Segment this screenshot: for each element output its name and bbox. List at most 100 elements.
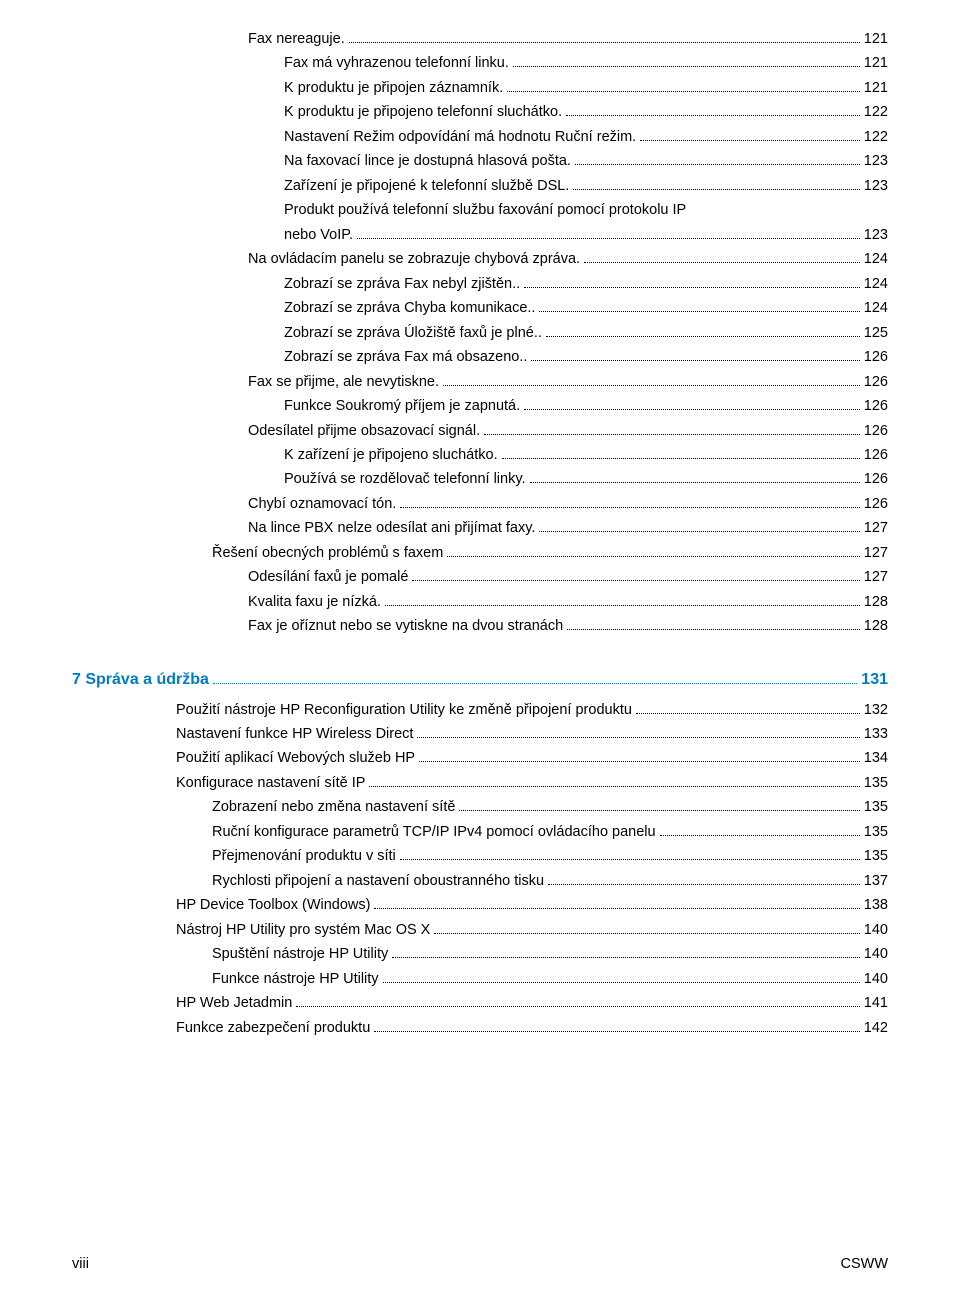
toc-entry[interactable]: Zobrazení nebo změna nastavení sítě135: [72, 796, 888, 818]
toc-entry[interactable]: Fax se přijme, ale nevytiskne.126: [72, 371, 888, 393]
toc-page-number: 133: [864, 723, 888, 745]
toc-page-number: 121: [864, 52, 888, 74]
toc-label: Na lince PBX nelze odesílat ani přijímat…: [248, 517, 535, 539]
toc-label: K zařízení je připojeno sluchátko.: [284, 444, 498, 466]
toc-leader: [636, 701, 860, 714]
toc-leader: [660, 823, 860, 836]
toc-entry[interactable]: Ruční konfigurace parametrů TCP/IP IPv4 …: [72, 821, 888, 843]
toc-entry[interactable]: Řešení obecných problémů s faxem127: [72, 542, 888, 564]
toc-label: Nástroj HP Utility pro systém Mac OS X: [176, 919, 430, 941]
toc-page-number: 131: [861, 668, 888, 693]
toc-entry[interactable]: Funkce Soukromý příjem je zapnutá.126: [72, 395, 888, 417]
toc-page-number: 126: [864, 444, 888, 466]
toc-page-number: 137: [864, 870, 888, 892]
toc-entry[interactable]: Použití nástroje HP Reconfiguration Util…: [72, 699, 888, 721]
toc-label: K produktu je připojen záznamník.: [284, 77, 503, 99]
toc-page-number: 140: [864, 919, 888, 941]
toc-leader: [573, 177, 859, 190]
toc-label: Na ovládacím panelu se zobrazuje chybová…: [248, 248, 580, 270]
toc-leader: [443, 373, 860, 386]
toc-entry[interactable]: HP Device Toolbox (Windows) 138: [72, 894, 888, 916]
toc-leader: [524, 275, 860, 288]
toc-list: Fax nereaguje.121Fax má vyhrazenou telef…: [72, 28, 888, 1039]
toc-entry[interactable]: Přejmenování produktu v síti135: [72, 845, 888, 867]
toc-entry[interactable]: Chybí oznamovací tón. 126: [72, 493, 888, 515]
toc-label: Konfigurace nastavení sítě IP: [176, 772, 365, 794]
toc-entry[interactable]: Produkt používá telefonní službu faxován…: [72, 199, 888, 221]
toc-entry[interactable]: K produktu je připojen záznamník. 121: [72, 77, 888, 99]
toc-label: Fax má vyhrazenou telefonní linku.: [284, 52, 509, 74]
toc-label: Chybí oznamovací tón.: [248, 493, 396, 515]
toc-leader: [374, 897, 859, 910]
toc-page-number: 122: [864, 126, 888, 148]
toc-entry[interactable]: nebo VoIP.123: [72, 224, 888, 246]
toc-entry[interactable]: Nástroj HP Utility pro systém Mac OS X 14…: [72, 919, 888, 941]
toc-leader: [412, 569, 859, 582]
toc-page-number: 135: [864, 845, 888, 867]
toc-leader: [502, 446, 860, 459]
toc-entry[interactable]: Konfigurace nastavení sítě IP135: [72, 772, 888, 794]
toc-label: Na faxovací lince je dostupná hlasová po…: [284, 150, 571, 172]
toc-entry[interactable]: Nastavení Režim odpovídání má hodnotu Ru…: [72, 126, 888, 148]
toc-page-number: 121: [864, 77, 888, 99]
toc-page-number: 126: [864, 468, 888, 490]
toc-entry[interactable]: Použití aplikací Webových služeb HP134: [72, 747, 888, 769]
toc-label: Ruční konfigurace parametrů TCP/IP IPv4 …: [212, 821, 656, 843]
toc-page-number: 141: [864, 992, 888, 1014]
toc-entry[interactable]: Zobrazí se zpráva Úložiště faxů je plné.…: [72, 322, 888, 344]
page-footer: viii CSWW: [72, 1256, 888, 1272]
toc-entry[interactable]: Používá se rozdělovač telefonní linky.12…: [72, 468, 888, 490]
toc-label: nebo VoIP.: [284, 224, 353, 246]
toc-label: Odesílání faxů je pomalé: [248, 566, 408, 588]
toc-label: 7 Správa a údržba: [72, 668, 209, 693]
toc-leader: [374, 1019, 860, 1032]
toc-leader: [296, 995, 859, 1008]
toc-leader: [546, 324, 860, 337]
toc-leader: [434, 921, 859, 934]
toc-page-number: 138: [864, 894, 888, 916]
toc-entry[interactable]: Fax má vyhrazenou telefonní linku. 121: [72, 52, 888, 74]
toc-entry[interactable]: Zobrazí se zpráva Fax má obsazeno..126: [72, 346, 888, 368]
toc-leader: [369, 774, 859, 787]
toc-entry[interactable]: Funkce nástroje HP Utility140: [72, 968, 888, 990]
toc-label: HP Web Jetadmin: [176, 992, 292, 1014]
toc-entry[interactable]: HP Web Jetadmin 141: [72, 992, 888, 1014]
toc-leader: [392, 946, 860, 959]
toc-leader: [566, 104, 860, 117]
toc-label: Rychlosti připojení a nastavení oboustra…: [212, 870, 544, 892]
toc-entry[interactable]: Funkce zabezpečení produktu142: [72, 1017, 888, 1039]
toc-page-number: 142: [864, 1017, 888, 1039]
toc-entry[interactable]: Odesílání faxů je pomalé127: [72, 566, 888, 588]
toc-leader: [539, 520, 859, 533]
toc-entry[interactable]: Fax nereaguje.121: [72, 28, 888, 50]
toc-page-number: 126: [864, 493, 888, 515]
toc-entry[interactable]: Zobrazí se zpráva Chyba komunikace..124: [72, 297, 888, 319]
toc-entry[interactable]: Na faxovací lince je dostupná hlasová po…: [72, 150, 888, 172]
footer-page-roman: viii: [72, 1256, 89, 1272]
toc-entry[interactable]: Nastavení funkce HP Wireless Direct133: [72, 723, 888, 745]
toc-page-number: 126: [864, 346, 888, 368]
toc-entry[interactable]: K zařízení je připojeno sluchátko. 126: [72, 444, 888, 466]
toc-entry[interactable]: Zobrazí se zpráva Fax nebyl zjištěn..124: [72, 273, 888, 295]
toc-label: HP Device Toolbox (Windows): [176, 894, 370, 916]
toc-entry[interactable]: Spuštění nástroje HP Utility140: [72, 943, 888, 965]
toc-leader: [419, 750, 860, 763]
toc-entry[interactable]: Rychlosti připojení a nastavení oboustra…: [72, 870, 888, 892]
toc-entry[interactable]: Fax je oříznut nebo se vytiskne na dvou …: [72, 615, 888, 637]
toc-chapter[interactable]: 7 Správa a údržba 131: [72, 668, 888, 693]
toc-entry[interactable]: Na ovládacím panelu se zobrazuje chybová…: [72, 248, 888, 270]
toc-label: Řešení obecných problémů s faxem: [212, 542, 443, 564]
toc-label: K produktu je připojeno telefonní sluchá…: [284, 101, 562, 123]
toc-entry[interactable]: Na lince PBX nelze odesílat ani přijímat…: [72, 517, 888, 539]
toc-entry[interactable]: Odesílatel přijme obsazovací signál.126: [72, 420, 888, 442]
toc-page-number: 140: [864, 943, 888, 965]
toc-leader: [357, 226, 860, 239]
toc-page: Fax nereaguje.121Fax má vyhrazenou telef…: [0, 0, 960, 1039]
toc-leader: [400, 848, 860, 861]
toc-leader: [459, 799, 859, 812]
toc-label: Nastavení Režim odpovídání má hodnotu Ru…: [284, 126, 636, 148]
toc-entry[interactable]: K produktu je připojeno telefonní sluchá…: [72, 101, 888, 123]
toc-entry[interactable]: Kvalita faxu je nízká.128: [72, 591, 888, 613]
toc-leader: [484, 422, 860, 435]
toc-entry[interactable]: Zařízení je připojené k telefonní službě…: [72, 175, 888, 197]
